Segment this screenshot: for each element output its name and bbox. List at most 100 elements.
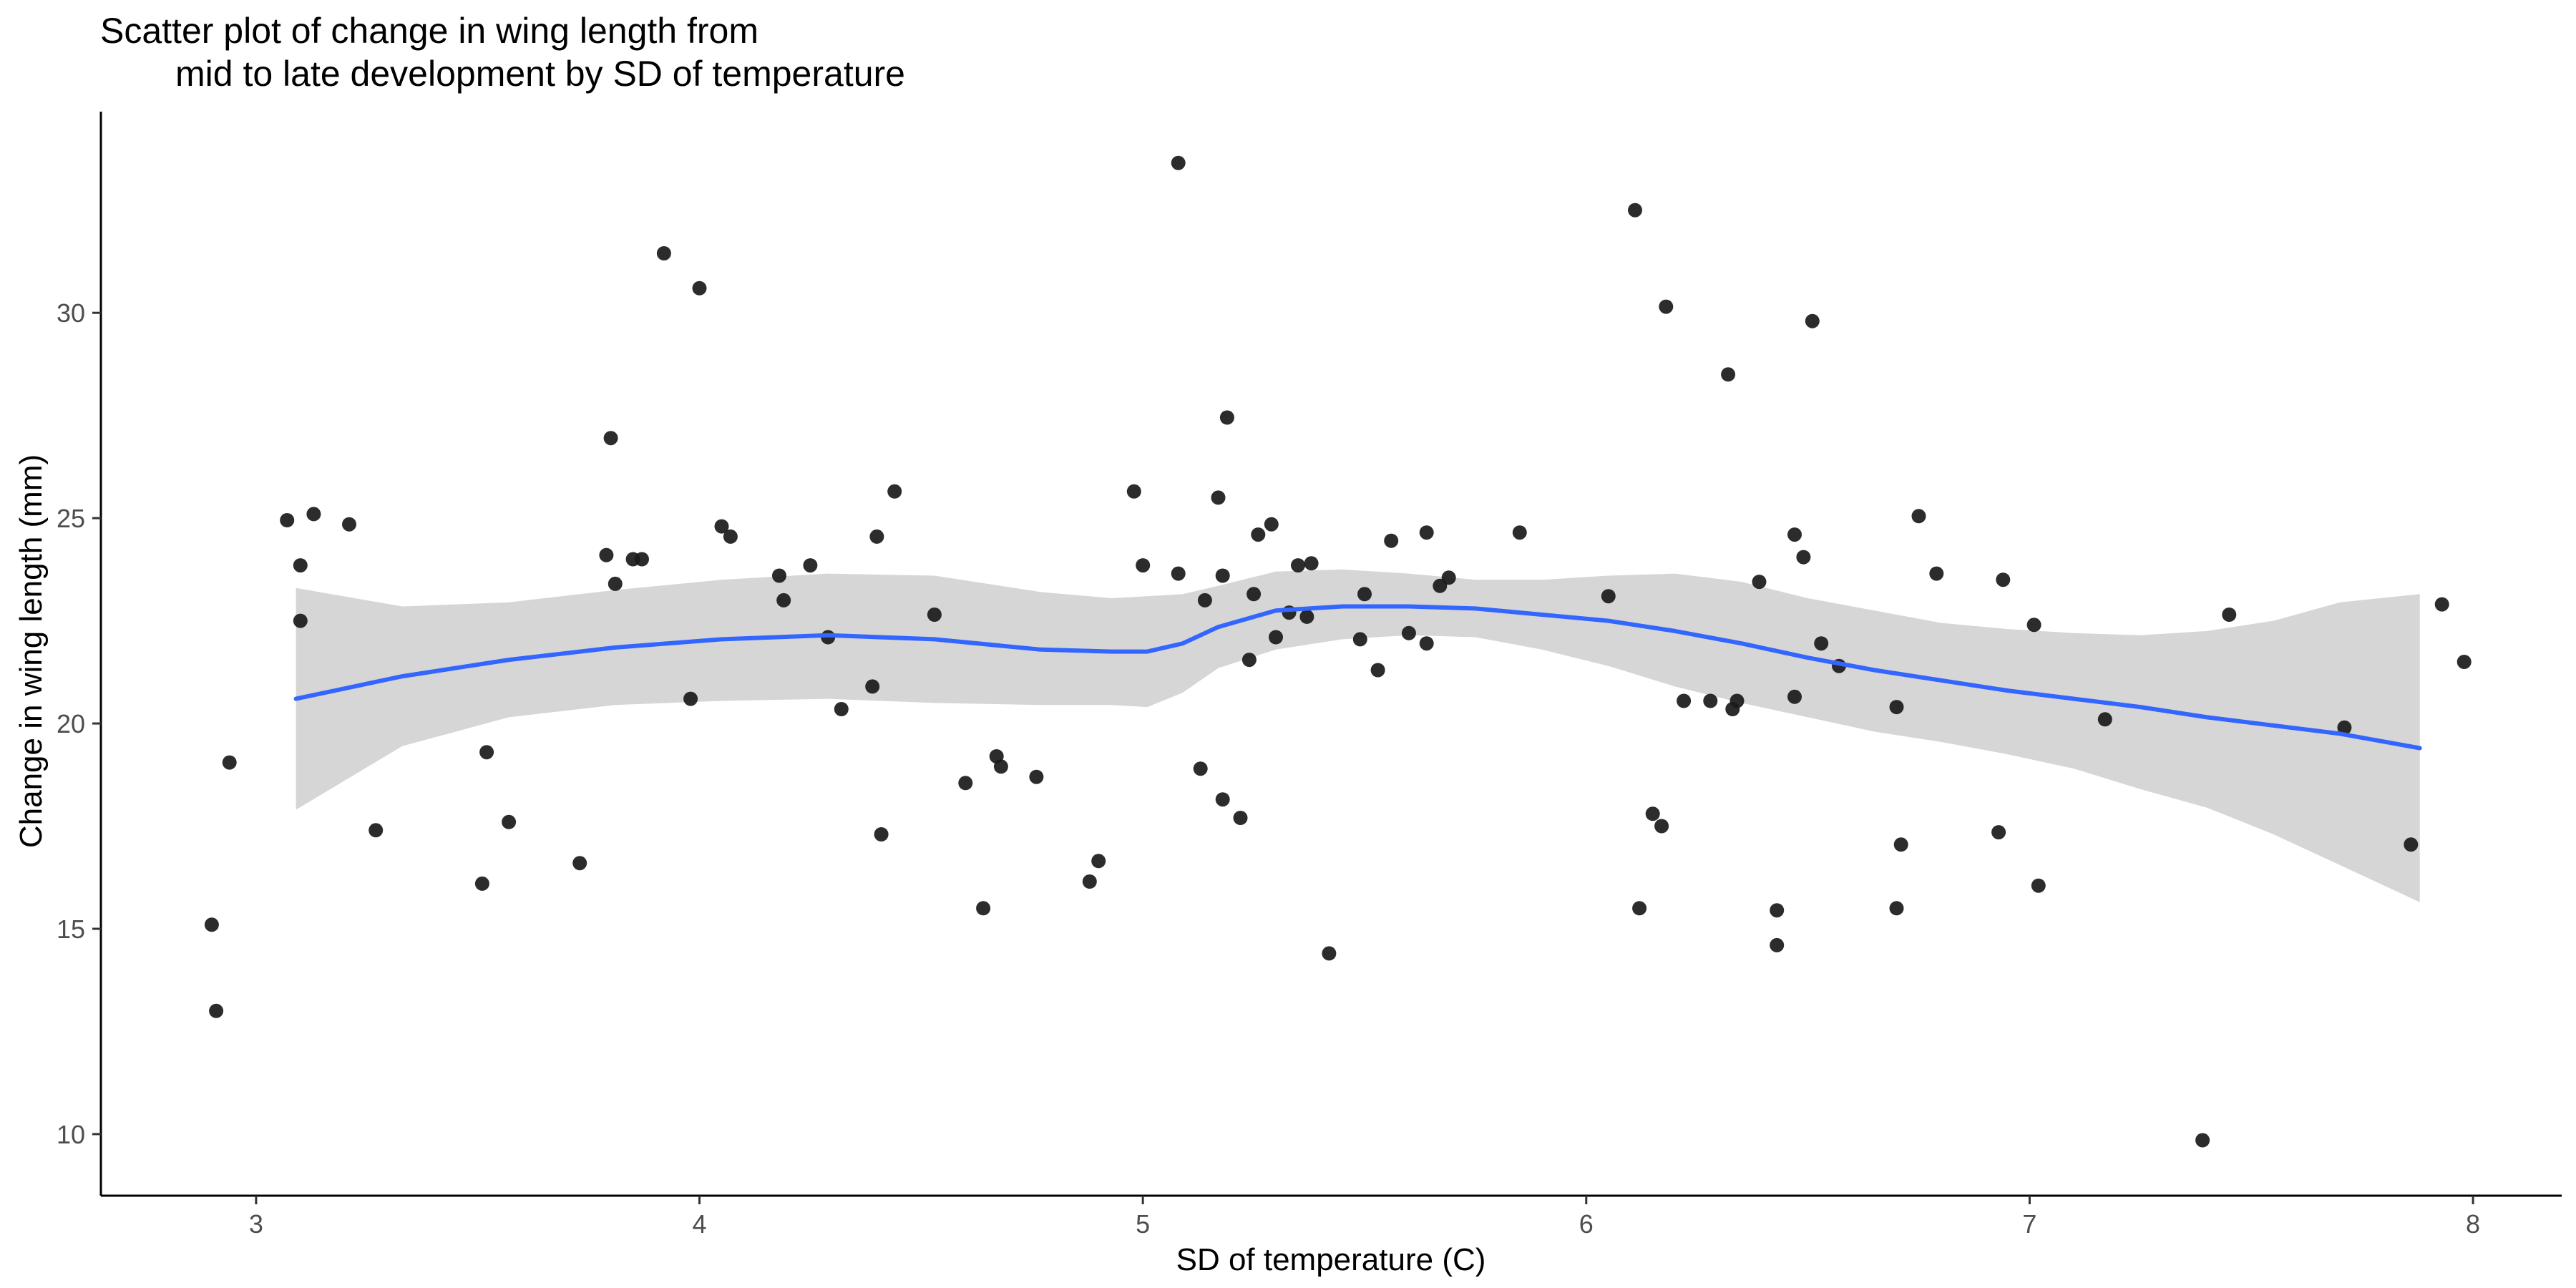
data-point xyxy=(2222,608,2237,622)
data-point xyxy=(865,679,880,694)
data-point xyxy=(1632,901,1647,916)
confidence-band xyxy=(296,569,2420,902)
data-point xyxy=(280,513,295,527)
data-point xyxy=(1441,570,1456,585)
smooth-line-layer xyxy=(293,604,2422,751)
chart-title-line-1: Scatter plot of change in wing length fr… xyxy=(100,11,758,51)
data-point xyxy=(1211,490,1226,505)
x-axis-title: SD of temperature (C) xyxy=(1176,1242,1486,1277)
data-point xyxy=(1729,693,1745,708)
data-point xyxy=(803,558,818,573)
data-point xyxy=(2031,878,2046,893)
data-point xyxy=(1193,761,1208,776)
y-axis-ticks: 10 15 20 25 30 xyxy=(57,298,101,1149)
data-point xyxy=(209,1003,224,1018)
data-point xyxy=(1299,609,1314,624)
chart-title-line-2: mid to late development by SD of tempera… xyxy=(175,54,905,94)
data-point xyxy=(1721,367,1736,382)
data-point xyxy=(1029,769,1044,784)
x-tick-label: 7 xyxy=(2022,1209,2036,1239)
data-point xyxy=(1322,946,1337,961)
data-point xyxy=(1654,819,1669,834)
data-point xyxy=(1219,410,1234,425)
data-point xyxy=(1703,693,1718,708)
data-point xyxy=(608,576,623,591)
data-point xyxy=(1889,901,1904,916)
data-point xyxy=(222,755,237,770)
data-point xyxy=(1929,566,1944,581)
data-point xyxy=(502,814,517,829)
data-point xyxy=(874,827,889,841)
data-point xyxy=(976,901,991,916)
data-point xyxy=(993,759,1008,774)
data-point xyxy=(1419,525,1434,540)
data-point xyxy=(1246,587,1262,602)
data-point xyxy=(1512,525,1527,540)
data-point xyxy=(1419,636,1434,651)
data-point xyxy=(1136,558,1151,573)
data-point xyxy=(1082,874,1097,889)
data-point xyxy=(927,608,942,622)
x-axis-ticks: 3 4 5 6 7 8 xyxy=(249,1196,2480,1239)
data-point xyxy=(656,246,671,260)
y-tick-label: 10 xyxy=(57,1120,85,1149)
data-point xyxy=(603,431,618,446)
data-points-layer xyxy=(204,155,2472,1148)
data-point xyxy=(1401,625,1416,640)
y-tick-label: 30 xyxy=(57,298,85,328)
data-point xyxy=(369,823,384,838)
data-point xyxy=(293,558,308,573)
x-tick-label: 8 xyxy=(2466,1209,2480,1239)
data-point xyxy=(2457,655,2472,669)
data-point xyxy=(958,776,973,791)
data-point xyxy=(1645,806,1660,821)
data-point xyxy=(1991,825,2006,840)
data-point xyxy=(306,507,321,522)
data-point xyxy=(1171,155,1186,170)
data-point xyxy=(1787,527,1802,542)
data-point xyxy=(1805,313,1820,328)
data-point xyxy=(1215,792,1230,807)
data-point xyxy=(1251,527,1266,542)
data-point xyxy=(474,876,489,891)
data-point xyxy=(776,592,791,608)
data-point xyxy=(1269,630,1283,645)
data-point xyxy=(1357,587,1372,602)
data-point xyxy=(2337,720,2352,735)
data-point xyxy=(1659,299,1674,314)
data-point xyxy=(1352,632,1367,647)
data-point xyxy=(692,280,707,296)
data-point xyxy=(635,552,649,567)
x-tick-label: 3 xyxy=(249,1209,263,1239)
data-point xyxy=(683,691,698,706)
data-point xyxy=(1628,203,1642,218)
data-point xyxy=(204,917,219,932)
data-point xyxy=(1233,811,1248,825)
data-point xyxy=(1215,568,1230,583)
data-point xyxy=(772,568,786,583)
data-point xyxy=(1893,837,1908,852)
data-point xyxy=(1787,689,1802,704)
data-point xyxy=(1384,533,1399,548)
data-point xyxy=(1752,575,1767,590)
data-point xyxy=(1601,589,1616,604)
confidence-band-layer xyxy=(296,569,2420,902)
data-point xyxy=(1291,558,1305,573)
data-point xyxy=(2404,837,2419,852)
data-point xyxy=(887,484,902,499)
data-point xyxy=(1304,556,1319,571)
data-point xyxy=(2195,1133,2210,1148)
data-point xyxy=(2434,597,2449,612)
data-point xyxy=(1264,517,1279,532)
data-point xyxy=(1770,937,1785,952)
data-point xyxy=(1770,903,1785,918)
data-point xyxy=(599,547,614,562)
data-point xyxy=(1996,572,2011,587)
data-point xyxy=(1796,550,1811,565)
data-point xyxy=(1911,509,1926,524)
data-point xyxy=(293,613,308,628)
data-point xyxy=(1889,700,1904,715)
data-point xyxy=(1814,636,1829,651)
y-tick-label: 25 xyxy=(57,504,85,533)
